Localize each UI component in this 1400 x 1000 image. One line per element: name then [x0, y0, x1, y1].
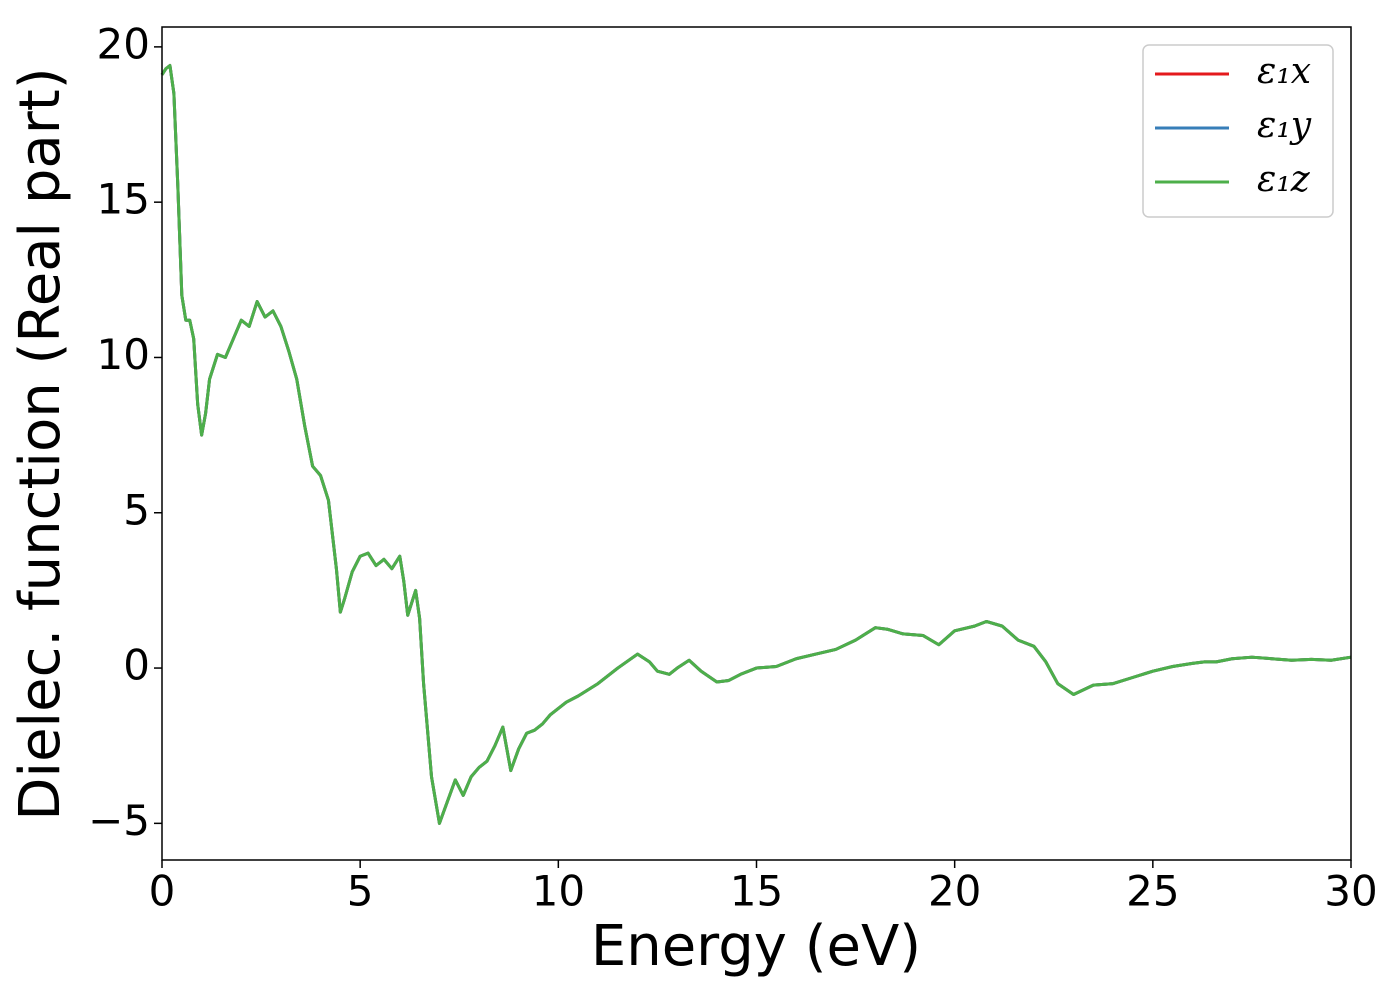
plot-frame	[161, 26, 1352, 861]
y-axis-label: Dielec. function (Real part)	[8, 67, 73, 820]
x-tick-label: 15	[730, 867, 783, 916]
legend-box	[1142, 44, 1334, 218]
legend-label: ε₁y	[1257, 105, 1312, 146]
data-line	[160, 64, 1352, 825]
x-tick-label: 0	[149, 867, 176, 916]
x-tick-label: 5	[347, 867, 374, 916]
legend: ε₁x ε₁y ε₁z	[1142, 44, 1334, 218]
legend-label: ε₁x	[1257, 51, 1311, 92]
y-tick-label: 5	[123, 485, 150, 534]
x-tick-label: 25	[1126, 867, 1179, 916]
y-tick-label: −5	[88, 796, 150, 845]
y-tick-label: 10	[97, 330, 150, 379]
y-tick-label: 0	[123, 641, 150, 690]
y-tick-label: 15	[97, 175, 150, 224]
x-tick-label: 20	[928, 867, 981, 916]
x-axis-label: Energy (eV)	[591, 914, 921, 979]
x-tick-label: 30	[1324, 867, 1377, 916]
y-tick-label: 20	[97, 19, 150, 68]
x-tick-label: 10	[532, 867, 585, 916]
legend-label: ε₁z	[1257, 159, 1311, 200]
